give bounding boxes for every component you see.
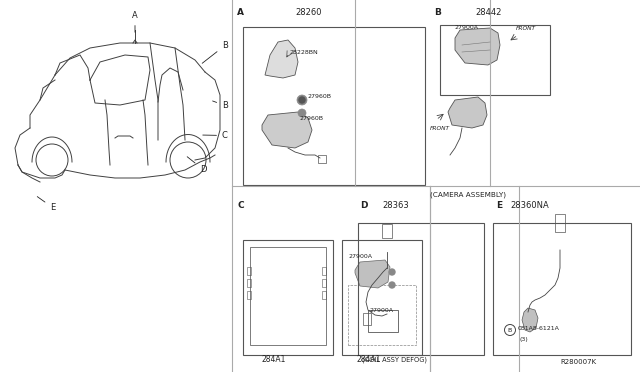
Text: 28228BN: 28228BN [290, 49, 319, 55]
Bar [318, 155, 326, 163]
Circle shape [299, 97, 305, 103]
Text: B: B [212, 101, 228, 110]
Bar [382, 224, 392, 238]
Bar [555, 214, 565, 232]
Text: 081A8-6121A: 081A8-6121A [518, 326, 560, 330]
Bar [322, 291, 326, 299]
Bar [368, 310, 398, 332]
Bar [247, 291, 251, 299]
Polygon shape [265, 40, 298, 78]
Text: 284A1: 284A1 [357, 356, 381, 365]
Text: D: D [360, 201, 367, 209]
Text: FRONT: FRONT [430, 125, 450, 131]
Bar [342, 240, 422, 355]
Bar [247, 279, 251, 287]
Text: D: D [187, 157, 207, 174]
Bar [322, 267, 326, 275]
Text: 27900A: 27900A [370, 308, 394, 312]
Polygon shape [448, 97, 487, 128]
Text: 28260: 28260 [295, 7, 321, 16]
Text: FRONT: FRONT [516, 26, 536, 31]
Polygon shape [522, 308, 538, 332]
Bar [247, 267, 251, 275]
Text: 27900A: 27900A [349, 253, 373, 259]
Text: 28442: 28442 [475, 7, 501, 16]
Text: 27960B: 27960B [300, 115, 324, 121]
Circle shape [389, 282, 395, 288]
Text: A: A [132, 11, 138, 32]
Polygon shape [355, 260, 390, 288]
Bar [348, 285, 416, 345]
Circle shape [298, 109, 306, 117]
Circle shape [389, 269, 395, 275]
Text: E: E [496, 201, 502, 209]
Bar [493, 223, 631, 355]
Polygon shape [455, 28, 500, 65]
Text: (3): (3) [520, 337, 529, 343]
Text: C: C [237, 201, 244, 209]
Text: B: B [508, 327, 512, 333]
Text: E: E [37, 197, 55, 212]
Bar [358, 223, 484, 355]
Text: 28363: 28363 [382, 201, 409, 209]
Circle shape [297, 95, 307, 105]
Bar [363, 313, 371, 325]
Text: 28360NA: 28360NA [510, 201, 548, 209]
Bar [250, 247, 326, 345]
Bar [243, 27, 425, 185]
Text: R280007K: R280007K [560, 359, 596, 365]
Text: 27900A: 27900A [455, 25, 479, 29]
Bar [322, 279, 326, 287]
Text: B: B [434, 7, 441, 16]
Text: C: C [203, 131, 228, 140]
Text: 284A1: 284A1 [262, 356, 286, 365]
Text: 27960B: 27960B [308, 93, 332, 99]
Polygon shape [262, 112, 312, 148]
Text: (COIL ASSY DEFOG): (COIL ASSY DEFOG) [362, 357, 427, 363]
Text: A: A [237, 7, 244, 16]
Text: (CAMERA ASSEMBLY): (CAMERA ASSEMBLY) [430, 192, 506, 198]
Text: B: B [202, 41, 228, 63]
Bar [440, 25, 550, 95]
Bar [243, 240, 333, 355]
